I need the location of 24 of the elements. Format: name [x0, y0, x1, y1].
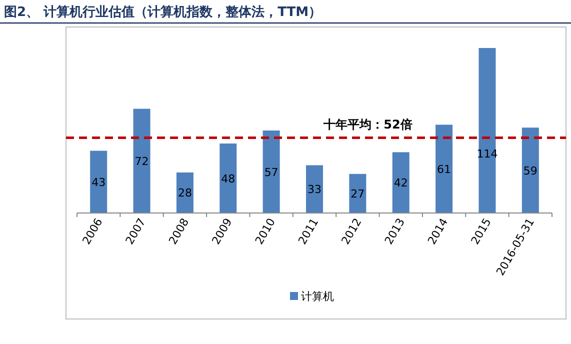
data-label: 48: [221, 172, 236, 186]
chart-title: 图2、 计算机行业估值（计算机指数，整体法，TTM）: [4, 5, 322, 20]
data-label: 27: [350, 187, 365, 200]
bar: [306, 165, 323, 213]
bar: [392, 152, 410, 213]
data-label: 33: [308, 183, 322, 196]
data-label: 42: [394, 176, 408, 190]
data-label: 57: [264, 166, 278, 179]
data-label: 61: [437, 162, 452, 176]
data-label: 43: [92, 176, 106, 189]
bar: [436, 124, 453, 213]
bar: [176, 172, 194, 213]
bar: [349, 174, 366, 213]
bar: [133, 108, 150, 213]
ref-line-label: 十年平均：52倍: [322, 118, 412, 132]
data-label: 28: [178, 186, 192, 200]
bar: [220, 144, 237, 213]
bar: [522, 128, 539, 213]
bar: [90, 150, 108, 213]
legend-label: 计算机: [301, 290, 334, 303]
bar: [478, 48, 496, 213]
data-label: 59: [523, 164, 538, 178]
data-label: 72: [134, 154, 149, 168]
bar: [262, 130, 280, 213]
